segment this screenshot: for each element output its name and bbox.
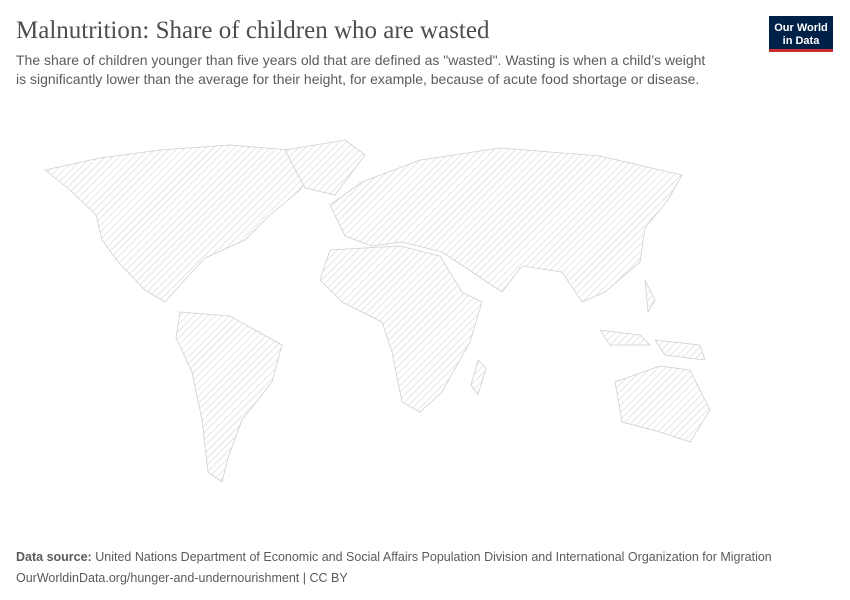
eurasia (329, 147, 683, 303)
logo-text: in Data (783, 35, 821, 47)
footer-url[interactable]: OurWorldinData.org/hunger-and-undernouri… (16, 571, 348, 585)
logo-text: Our World (774, 22, 828, 34)
africa (319, 245, 483, 413)
subtitle: is significantly lower than the average … (16, 71, 699, 87)
south-america (175, 311, 283, 483)
madagascar (470, 359, 487, 396)
islands (599, 279, 706, 361)
logo-stripe (769, 49, 833, 52)
source-label: Data source: (16, 550, 92, 564)
source: Data source: United Nations Department o… (16, 550, 772, 564)
north-america (44, 144, 321, 303)
greenland (284, 139, 366, 196)
logo[interactable]: Our World in Data (769, 16, 833, 52)
subtitle: The share of children younger than five … (16, 52, 705, 68)
title: Malnutrition: Share of children who are … (16, 17, 490, 44)
australia (614, 365, 711, 443)
world-map (44, 139, 711, 483)
logo-box (769, 16, 833, 52)
source-text: United Nations Department of Economic an… (95, 550, 772, 564)
